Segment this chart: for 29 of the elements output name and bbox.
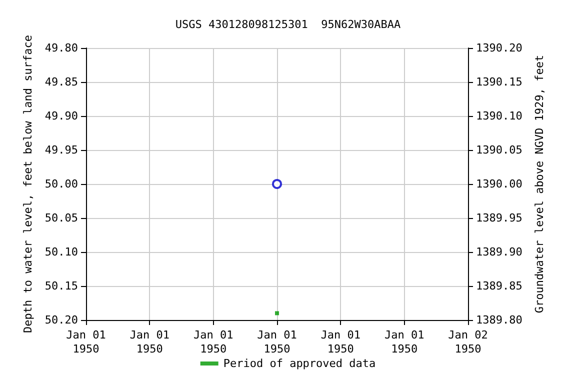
x-tick-label: Jan 01 1950 [66, 328, 106, 356]
x-tick-label: Jan 01 1950 [384, 328, 424, 356]
y-tick-label: 49.95 [44, 144, 78, 156]
y2-axis-title: Groundwater level above NGVD 1929, feet [532, 54, 546, 314]
y2-tick-label: 1390.20 [476, 42, 522, 54]
x-tick-label: Jan 02 1950 [448, 328, 488, 356]
y-tick-label: 50.10 [44, 246, 78, 258]
y2-tick-label: 1389.90 [476, 246, 522, 258]
y2-tick-label: 1390.10 [476, 110, 522, 122]
chart-title: USGS 430128098125301 95N62W30ABAA [175, 18, 401, 31]
x-tick-label: Jan 01 1950 [130, 328, 170, 356]
y-tick-label: 50.05 [44, 212, 78, 224]
y-tick-label: 50.15 [44, 280, 78, 292]
y2-tick-label: 1389.80 [476, 314, 522, 326]
y2-tick-label: 1390.15 [476, 76, 522, 88]
x-tick-label: Jan 01 1950 [193, 328, 234, 356]
y-tick-label: 49.90 [44, 110, 78, 122]
y2-tick-label: 1389.85 [476, 280, 522, 292]
legend-label: Period of approved data [223, 357, 376, 370]
y2-tick-label: 1390.00 [476, 178, 522, 190]
y-tick-label: 50.20 [44, 314, 78, 326]
y2-tick-label: 1389.95 [476, 212, 522, 224]
x-tick-label: Jan 01 1950 [257, 328, 297, 356]
y2-tick-label: 1390.05 [476, 144, 522, 156]
y-tick-label: 49.80 [44, 42, 78, 54]
y-axis-title: Depth to water level, feet below land surface [21, 34, 34, 334]
x-tick-label: Jan 01 1950 [320, 328, 361, 356]
y-tick-label: 49.85 [44, 76, 78, 88]
y-tick-label: 50.00 [44, 178, 78, 190]
